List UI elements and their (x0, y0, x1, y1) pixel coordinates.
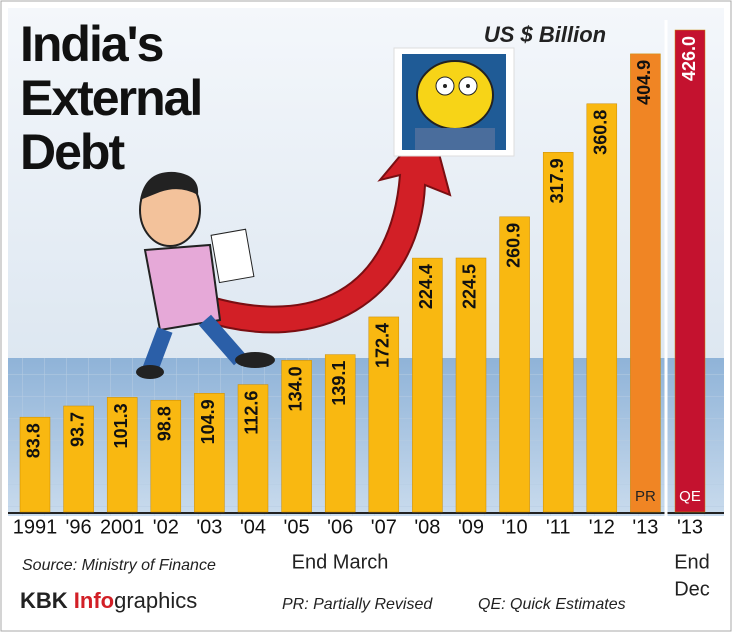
x-tick-label: '03 (196, 516, 222, 538)
source: Source: Ministry of Finance (22, 557, 216, 574)
brand-part: KBK (20, 588, 74, 613)
value-label: 260.9 (503, 223, 523, 268)
title-line: India's (20, 16, 163, 72)
value-label: 134.0 (285, 366, 305, 411)
brand-part: graphics (114, 588, 197, 613)
unit-label: US $ Billion (484, 22, 606, 47)
value-label: 224.4 (416, 264, 436, 309)
value-label: 98.8 (155, 406, 175, 441)
title-line: External (20, 70, 201, 126)
x-tick-label: '10 (502, 516, 528, 538)
bar-tag: PR (635, 488, 656, 505)
value-label: 172.4 (373, 323, 393, 368)
value-label: 404.9 (634, 60, 654, 105)
bar (237, 384, 269, 513)
arrow (188, 117, 452, 334)
title-line: Debt (20, 124, 125, 180)
bar (630, 53, 661, 513)
bar (106, 397, 138, 513)
value-label: 139.1 (329, 361, 349, 406)
bar (586, 103, 618, 513)
bar (499, 216, 530, 513)
bar (674, 29, 706, 513)
x-tick-label: '06 (327, 516, 353, 538)
period-label: Dec (674, 578, 710, 600)
brand-part: Info (74, 588, 114, 613)
x-tick-label: '09 (458, 516, 484, 538)
bar (412, 257, 443, 513)
x-tick-label: '12 (589, 516, 615, 538)
bar-tag: QE (679, 488, 701, 505)
brand: KBK Infographics (20, 588, 197, 613)
x-tick-label: '13 (632, 516, 658, 538)
x-tick-label: 1991 (13, 516, 58, 538)
value-label: 93.7 (67, 412, 87, 447)
x-tick-label: '11 (546, 516, 571, 538)
baseline (8, 512, 724, 514)
x-tick-label: '04 (240, 516, 266, 538)
bar (368, 316, 400, 513)
note: PR: Partially Revised (282, 596, 433, 613)
x-tick-label: '13 (677, 516, 703, 538)
x-tick-label: '02 (153, 516, 179, 538)
x-tick-label: '08 (414, 516, 440, 538)
value-label: 360.8 (591, 110, 611, 155)
value-label: 101.3 (111, 403, 131, 448)
period-label: End March (292, 551, 389, 573)
value-label: 83.8 (24, 423, 44, 458)
value-label: 426.0 (679, 36, 699, 81)
bar (19, 416, 51, 513)
bar (324, 354, 356, 513)
bar (281, 360, 312, 513)
bar (455, 257, 487, 513)
value-label: 104.9 (198, 399, 218, 444)
x-tick-label: '05 (284, 516, 310, 538)
value-label: 112.6 (242, 391, 262, 435)
bar (63, 405, 94, 513)
x-tick-label: '07 (371, 516, 397, 538)
x-tick-label: '96 (66, 516, 92, 538)
man-illustration (136, 171, 275, 379)
value-label: 224.5 (460, 264, 480, 309)
bar (150, 399, 182, 513)
value-label: 317.9 (547, 158, 567, 203)
bar (194, 393, 225, 513)
period-label: End (674, 551, 710, 573)
cartoon-image (393, 47, 515, 157)
bar (542, 152, 574, 513)
note: QE: Quick Estimates (478, 596, 626, 613)
x-tick-label: 2001 (100, 516, 145, 538)
